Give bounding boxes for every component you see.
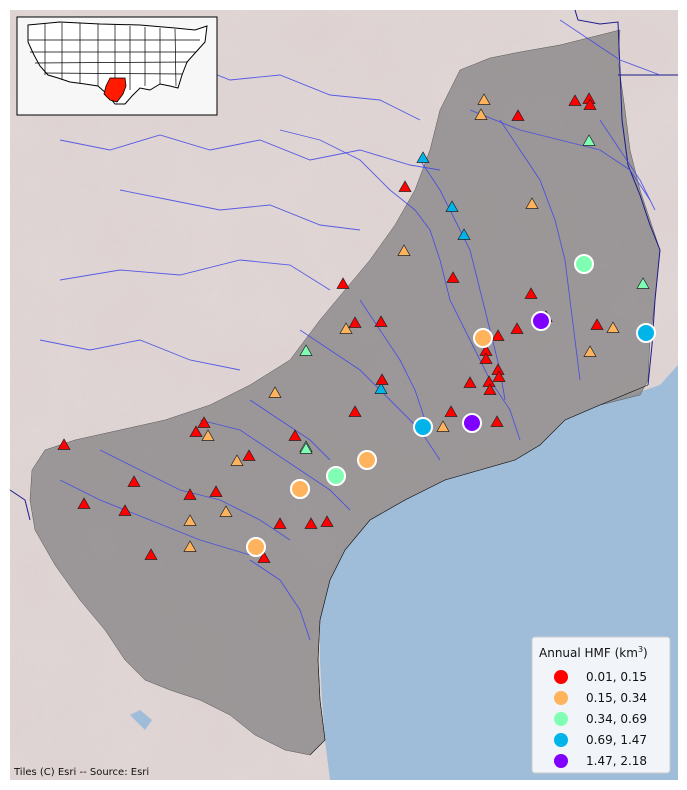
gauge-triangle-marker: [525, 197, 539, 209]
gauge-triangle-marker: [374, 382, 388, 394]
gauge-triangles: [57, 92, 650, 563]
gauge-triangle-marker: [492, 370, 506, 382]
gauge-triangle-marker: [524, 287, 538, 299]
gauge-triangle-marker: [189, 425, 203, 437]
gauge-triangle-marker: [479, 352, 493, 364]
gauge-triangle-marker: [209, 485, 223, 497]
gauge-triangle-marker: [127, 475, 141, 487]
inset-usa-outline: [27, 21, 208, 105]
gauge-triangle-marker: [446, 271, 460, 283]
legend-label: 0.15, 0.34: [586, 691, 647, 705]
gauge-circle-marker: [462, 413, 482, 433]
gauge-triangle-marker: [483, 383, 497, 395]
legend-swatch: [554, 712, 568, 726]
legend-label: 0.34, 0.69: [586, 712, 647, 726]
gauge-triangle-marker: [490, 415, 504, 427]
gauge-circle-marker: [326, 466, 346, 486]
coastline: [309, 384, 649, 756]
gauge-triangle-marker: [491, 329, 505, 341]
lake-west: [130, 710, 152, 730]
gauge-triangle-marker: [197, 416, 211, 428]
legend-swatch: [554, 733, 568, 747]
gauge-triangle-marker: [398, 180, 412, 192]
gauge-triangle-marker: [299, 344, 313, 356]
state-boundary: [9, 9, 678, 521]
legend: Annual HMF (km3) 0.01, 0.15 0.15, 0.34 0.3…: [531, 636, 671, 774]
gauge-triangle-marker: [201, 429, 215, 441]
gauge-triangle-marker: [463, 376, 477, 388]
gauge-triangle-marker: [348, 316, 362, 328]
gauge-triangle-marker: [568, 94, 582, 106]
gauge-triangle-marker: [348, 405, 362, 417]
inset-texas-highlight: [103, 77, 127, 103]
gauge-circle-marker: [290, 479, 310, 499]
gauge-triangle-marker: [268, 386, 282, 398]
legend-label: 0.01, 0.15: [586, 670, 647, 684]
gauge-circle-marker: [246, 537, 266, 557]
gauge-triangle-marker: [444, 405, 458, 417]
gauge-circle-marker: [357, 450, 377, 470]
gauge-triangle-marker: [336, 277, 350, 289]
gauge-triangle-marker: [510, 322, 524, 334]
gauge-circle-marker: [574, 254, 594, 274]
gauge-triangle-marker: [416, 151, 430, 163]
gauge-triangle-marker: [230, 454, 244, 466]
gauge-triangle-marker: [339, 322, 353, 334]
gauge-triangle-marker: [474, 108, 488, 120]
gauge-triangle-marker: [445, 200, 459, 212]
gauge-triangle-marker: [304, 517, 318, 529]
gauge-circle-marker: [473, 328, 493, 348]
gauge-triangle-marker: [477, 93, 491, 105]
legend-swatch: [554, 670, 568, 684]
gauge-triangle-marker: [375, 373, 389, 385]
legend-label: 1.47, 2.18: [586, 754, 647, 768]
gauge-triangle-marker: [242, 449, 256, 461]
gauge-triangle-marker: [219, 505, 233, 517]
legend-swatch: [554, 691, 568, 705]
gauge-triangle-marker: [118, 504, 132, 516]
gauge-triangle-marker: [77, 497, 91, 509]
legend-title: Annual HMF (km3): [539, 645, 648, 660]
gauge-triangle-marker: [397, 244, 411, 256]
gauge-triangle-marker: [183, 488, 197, 500]
inset-map: [16, 16, 218, 116]
gauge-triangle-marker: [583, 345, 597, 357]
gauge-triangle-marker: [144, 548, 158, 560]
map-attribution: Tiles (C) Esri -- Source: Esri: [13, 767, 149, 778]
legend-swatch: [554, 754, 568, 768]
gauge-circle-marker: [531, 311, 551, 331]
gauge-triangle-marker: [273, 517, 287, 529]
gauge-triangle-marker: [257, 551, 271, 563]
gauge-triangle-marker: [320, 515, 334, 527]
gauge-triangle-marker: [57, 438, 71, 450]
gauge-triangle-marker: [590, 318, 604, 330]
gauge-circles: [246, 254, 656, 557]
gauge-triangle-marker: [299, 442, 313, 454]
gauge-circle-marker: [636, 323, 656, 343]
gauge-triangle-marker: [183, 540, 197, 552]
gauge-triangle-marker: [582, 134, 596, 146]
gauge-triangle-marker: [583, 98, 597, 110]
gauge-triangle-marker: [183, 514, 197, 526]
gauge-circle-marker: [413, 417, 433, 437]
legend-label: 0.69, 1.47: [586, 733, 647, 747]
gauge-triangle-marker: [606, 321, 620, 333]
gauge-triangle-marker: [511, 109, 525, 121]
gauge-triangle-marker: [457, 228, 471, 240]
gauge-triangle-marker: [636, 277, 650, 289]
gauge-triangle-marker: [436, 420, 450, 432]
gauge-triangle-marker: [288, 429, 302, 441]
gauge-triangle-marker: [374, 315, 388, 327]
